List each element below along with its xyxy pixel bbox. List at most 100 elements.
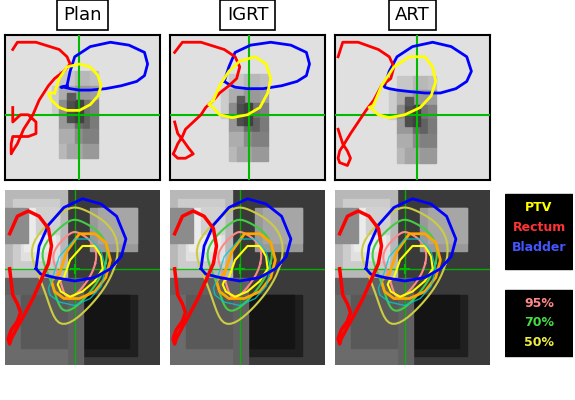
Bar bbox=[5, 278, 82, 365]
Bar bbox=[428, 76, 436, 90]
Bar bbox=[90, 71, 98, 86]
Bar bbox=[351, 208, 389, 260]
Text: IGRT: IGRT bbox=[227, 6, 269, 24]
Bar bbox=[354, 208, 385, 251]
Bar bbox=[412, 295, 459, 348]
Bar bbox=[244, 103, 252, 125]
Bar bbox=[67, 93, 75, 100]
Bar bbox=[5, 190, 67, 278]
Bar bbox=[229, 132, 244, 147]
Bar bbox=[170, 208, 193, 242]
Bar bbox=[397, 119, 412, 134]
Bar bbox=[351, 295, 397, 348]
Bar bbox=[82, 144, 98, 158]
Bar bbox=[59, 129, 75, 144]
Text: 50%: 50% bbox=[524, 336, 554, 350]
Bar bbox=[420, 119, 428, 134]
Text: Bladder: Bladder bbox=[512, 241, 566, 254]
Bar bbox=[221, 89, 229, 103]
Bar bbox=[412, 134, 420, 148]
Text: 95%: 95% bbox=[524, 296, 554, 310]
Bar bbox=[189, 208, 220, 251]
Bar bbox=[244, 89, 260, 103]
Bar bbox=[420, 148, 436, 162]
Bar bbox=[5, 295, 67, 365]
Bar bbox=[397, 76, 412, 90]
Bar bbox=[178, 199, 224, 269]
Bar bbox=[252, 132, 267, 147]
Bar bbox=[405, 148, 420, 162]
Text: Plan: Plan bbox=[63, 6, 102, 24]
Bar bbox=[90, 208, 137, 251]
Bar bbox=[397, 104, 412, 119]
Bar bbox=[59, 71, 75, 86]
Bar bbox=[428, 90, 436, 104]
Bar bbox=[244, 118, 252, 132]
Bar bbox=[397, 148, 405, 162]
Bar bbox=[36, 208, 59, 234]
Bar bbox=[170, 190, 232, 278]
Bar bbox=[397, 90, 412, 104]
Bar bbox=[82, 129, 98, 144]
Bar bbox=[244, 132, 252, 147]
Bar bbox=[237, 103, 244, 125]
Bar bbox=[186, 208, 224, 260]
Bar bbox=[13, 199, 59, 269]
Bar bbox=[255, 208, 302, 251]
Bar bbox=[389, 90, 397, 104]
Bar bbox=[420, 134, 436, 148]
Bar bbox=[5, 208, 28, 242]
Bar bbox=[260, 118, 267, 132]
Bar bbox=[252, 147, 267, 161]
Bar bbox=[335, 190, 397, 278]
Bar bbox=[244, 74, 260, 89]
Bar bbox=[67, 144, 82, 158]
Bar bbox=[412, 76, 428, 90]
Bar bbox=[21, 295, 67, 348]
Bar bbox=[244, 103, 260, 118]
Bar bbox=[75, 100, 82, 122]
Bar bbox=[21, 208, 59, 260]
Bar bbox=[240, 295, 302, 356]
Bar bbox=[335, 295, 397, 365]
Bar bbox=[98, 208, 137, 242]
Bar bbox=[428, 104, 436, 119]
Bar bbox=[412, 90, 428, 104]
Bar bbox=[52, 86, 59, 100]
Bar bbox=[75, 115, 82, 129]
Bar bbox=[260, 89, 267, 103]
Text: Rectum: Rectum bbox=[512, 221, 566, 234]
Bar bbox=[366, 208, 389, 234]
Bar bbox=[67, 100, 75, 122]
Bar bbox=[170, 295, 232, 365]
Bar bbox=[405, 104, 412, 126]
Bar bbox=[260, 103, 267, 118]
Bar bbox=[59, 100, 75, 115]
Bar bbox=[252, 118, 260, 132]
Bar bbox=[229, 103, 244, 118]
Bar bbox=[229, 118, 244, 132]
Bar bbox=[247, 295, 294, 348]
Bar bbox=[335, 208, 358, 242]
Bar bbox=[428, 119, 436, 134]
Bar bbox=[260, 74, 267, 89]
Bar bbox=[90, 100, 98, 115]
Text: ART: ART bbox=[395, 6, 430, 24]
Bar bbox=[229, 147, 237, 161]
Bar bbox=[82, 115, 90, 129]
Bar bbox=[201, 208, 224, 234]
Bar bbox=[75, 129, 82, 144]
Bar bbox=[90, 115, 98, 129]
Text: 70%: 70% bbox=[524, 316, 554, 330]
Bar bbox=[59, 86, 75, 100]
Bar bbox=[75, 86, 90, 100]
Bar bbox=[221, 103, 229, 118]
Bar bbox=[82, 295, 129, 348]
Text: PTV: PTV bbox=[526, 200, 553, 214]
Bar bbox=[24, 208, 55, 251]
Bar bbox=[389, 104, 397, 119]
Bar bbox=[412, 104, 428, 119]
Bar bbox=[397, 134, 412, 148]
Bar bbox=[90, 86, 98, 100]
Bar bbox=[420, 208, 467, 251]
